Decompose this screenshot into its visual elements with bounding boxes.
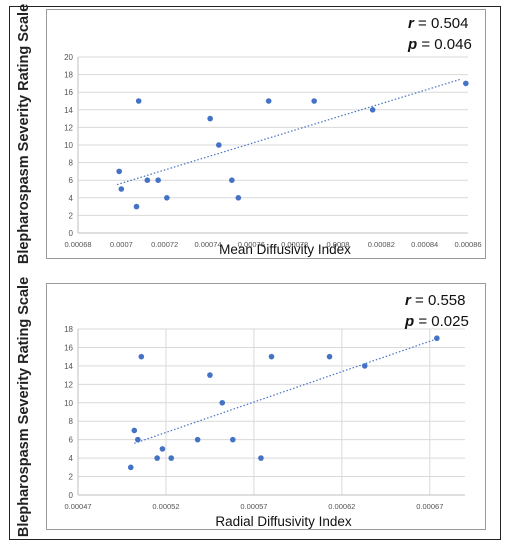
data-point — [131, 427, 138, 434]
data-point — [326, 353, 333, 360]
r-symbol: r — [405, 292, 411, 309]
x-tick-label: 0.00086 — [454, 240, 481, 249]
data-point — [235, 195, 242, 201]
y-tick-label: 6 — [69, 436, 74, 445]
y-tick-label: 4 — [69, 194, 74, 203]
data-point — [268, 353, 275, 360]
x-tick-label: 0.00057 — [240, 502, 267, 511]
y-axis-label-top: Blepharospasm Severity Rating Scale — [4, 4, 44, 264]
data-point — [207, 115, 213, 122]
x-tick-label: 0.00067 — [416, 502, 443, 511]
y-tick-label: 0 — [69, 491, 74, 500]
data-point — [230, 436, 236, 443]
y-tick-label: 12 — [64, 380, 73, 389]
x-tick-label: 0.00082 — [368, 240, 395, 249]
data-point — [361, 363, 368, 369]
data-point — [155, 177, 161, 183]
y-tick-label: 14 — [64, 362, 73, 371]
chart-mean-diffusivity: 0 2 4 6 8 10 12 14 16 18 20 0.00068 0.0007 0.00072 0.0… — [64, 53, 481, 257]
p-stat: p = 0.046 — [408, 36, 472, 53]
y-tick-label: 4 — [69, 454, 74, 463]
data-point — [154, 455, 160, 461]
data-point — [216, 142, 222, 148]
y-tick-label: 0 — [69, 229, 74, 238]
data-point — [369, 107, 376, 113]
data-point — [135, 98, 142, 104]
p-value: = 0.046 — [421, 36, 472, 53]
y-axis-label-text: Blepharospasm Severity Rating Scale — [16, 276, 32, 537]
x-tick-label: 0.00062 — [328, 502, 355, 511]
data-point — [207, 372, 213, 378]
r-stat: r = 0.504 — [408, 15, 468, 32]
y-tick-label: 2 — [69, 211, 74, 220]
chart-panel-mean-diffusivity: 0 2 4 6 8 10 12 14 16 18 20 0.00068 0.0007 0.00072 0.0… — [46, 9, 486, 259]
data-point — [116, 168, 122, 175]
y-tick-label: 18 — [64, 325, 73, 334]
x-axis-label: Mean Diffusivity Index — [219, 242, 351, 257]
x-tick-label: 0.00052 — [152, 502, 179, 511]
data-point — [194, 436, 201, 443]
data-point — [144, 177, 151, 183]
x-tick-label: 0.00084 — [411, 240, 438, 249]
y-tick-label: 2 — [69, 473, 74, 482]
x-tick-label: 0.00074 — [194, 240, 221, 249]
p-stat: p = 0.025 — [405, 313, 469, 330]
r-symbol: r — [408, 15, 414, 32]
p-symbol: p — [405, 313, 415, 330]
trendline — [134, 339, 434, 444]
y-tick-label: 8 — [69, 159, 74, 168]
data-point — [258, 455, 264, 461]
y-axis-label-bottom: Blepharospasm Severity Rating Scale — [4, 276, 44, 536]
data-point — [219, 399, 226, 406]
y-tick-label: 14 — [64, 106, 73, 115]
data-point — [229, 177, 235, 183]
r-value: = 0.504 — [418, 15, 469, 32]
x-tick-label: 0.0007 — [110, 240, 133, 249]
data-point — [118, 186, 125, 192]
x-tick-label: 0.00076 — [238, 240, 265, 249]
data-point — [434, 335, 440, 342]
data-point — [164, 195, 170, 201]
y-tick-label: 6 — [69, 176, 74, 185]
trendline — [116, 78, 462, 186]
data-point — [168, 455, 175, 461]
p-symbol: p — [408, 36, 418, 53]
data-point — [311, 98, 317, 104]
data-point — [463, 80, 469, 87]
x-tick-label: 0.00078 — [281, 240, 308, 249]
x-tick-label: 0.00047 — [64, 502, 91, 511]
data-point — [133, 203, 140, 210]
x-tick-label: 0.00068 — [64, 240, 91, 249]
r-stat: r = 0.558 — [405, 292, 465, 309]
x-axis-label: Radial Diffusivity Index — [215, 514, 352, 529]
y-tick-label: 16 — [64, 88, 73, 97]
y-tick-label: 12 — [64, 123, 73, 132]
y-tick-label: 8 — [69, 417, 74, 426]
y-axis-label-text: Blepharospasm Severity Rating Scale — [16, 3, 32, 265]
y-tick-label: 10 — [64, 399, 73, 408]
y-tick-label: 18 — [64, 71, 73, 80]
data-point — [135, 436, 141, 443]
x-tick-label: 0.00072 — [151, 240, 178, 249]
data-point — [159, 446, 166, 452]
chart-panel-radial-diffusivity: 0 2 4 6 8 10 12 14 16 18 0.00047 0.00052 0.00057 0.00… — [46, 283, 486, 530]
data-point — [138, 353, 145, 360]
y-tick-label: 20 — [64, 53, 73, 62]
data-point — [127, 464, 134, 471]
x-tick-label: 0.0008 — [327, 240, 350, 249]
data-point — [265, 98, 272, 104]
p-value: = 0.025 — [418, 313, 469, 330]
chart-radial-diffusivity: 0 2 4 6 8 10 12 14 16 18 0.00047 0.00052 0.00057 0.00… — [64, 325, 465, 529]
r-value: = 0.558 — [415, 292, 466, 309]
y-tick-label: 10 — [64, 141, 73, 150]
y-tick-label: 16 — [64, 343, 73, 352]
